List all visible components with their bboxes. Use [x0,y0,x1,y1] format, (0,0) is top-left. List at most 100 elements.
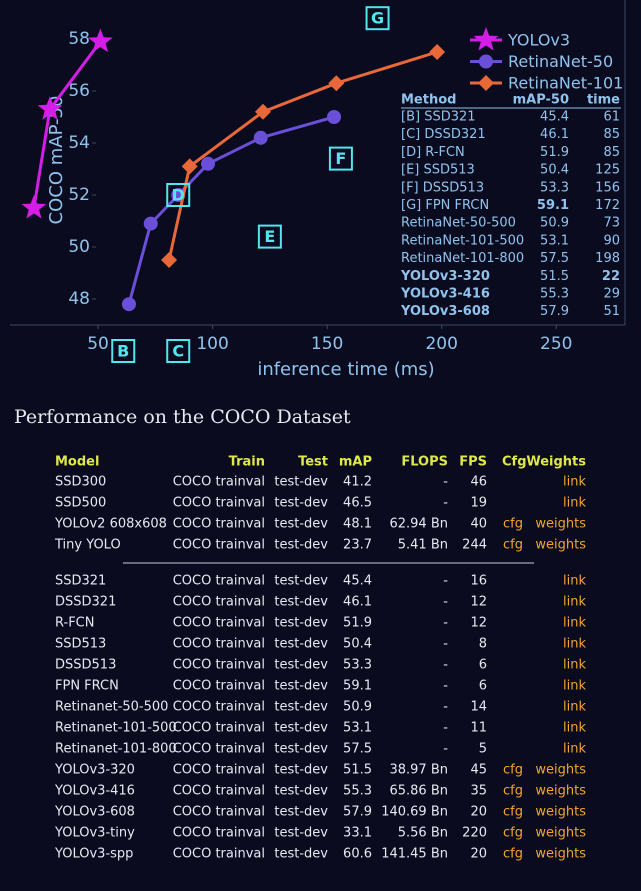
table-cell: test-dev [274,679,328,694]
table-cell: 38.97 Bn [389,763,448,778]
table-link[interactable]: link [563,700,586,715]
table-link[interactable]: weights [535,826,586,841]
table-cell: test-dev [274,721,328,736]
table-cell: - [443,496,448,511]
table-cell: test-dev [274,763,328,778]
point [327,110,342,124]
inset-cell: 57.5 [540,251,569,266]
table-cell: - [443,679,448,694]
table-link[interactable]: link [563,721,586,736]
table-link[interactable]: link [563,595,586,610]
inset-cell: 22 [602,269,620,284]
table-cell: YOLOv3-416 [54,784,135,799]
point [21,195,47,219]
table-cell: - [443,721,448,736]
legend-marker [473,27,499,51]
table-cell: SSD321 [55,574,106,589]
table-link[interactable]: cfg [503,826,523,841]
table-cell: 20 [470,847,487,862]
table-link[interactable]: link [563,496,586,511]
table-link[interactable]: cfg [503,517,523,532]
table-cell: Retinanet-101-500 [55,721,177,736]
table-link[interactable]: weights [535,805,586,820]
inset-cell: 172 [595,198,620,213]
table-cell: 51.5 [343,763,372,778]
table-cell: - [443,742,448,757]
table-cell: 55.3 [343,784,372,799]
table-link[interactable]: cfg [503,763,523,778]
annotation: C [172,342,184,361]
table-link[interactable]: cfg [503,784,523,799]
point [161,252,178,268]
point [37,96,63,120]
table-cell: 53.1 [343,721,372,736]
table-link[interactable]: link [563,637,586,652]
table-link[interactable]: cfg [503,538,523,553]
inset-cell: [E] SSD513 [401,163,475,178]
inset-cell: 46.1 [540,127,569,142]
table-link[interactable]: weights [535,517,586,532]
table-link[interactable]: link [563,679,586,694]
table-link[interactable]: weights [535,784,586,799]
point [255,103,272,120]
table-cell: 5.41 Bn [398,538,448,553]
table-cell: Retinanet-101-800 [55,742,177,757]
table-cell: test-dev [274,616,328,631]
point [429,44,446,60]
table-cell: - [443,475,448,490]
x-axis-label: inference time (ms) [257,359,434,380]
table-link[interactable]: link [563,742,586,757]
table-header: FLOPS [401,455,448,470]
table-cell: 11 [470,721,487,736]
table-cell: 59.1 [343,679,372,694]
table-cell: YOLOv3-320 [54,763,135,778]
table-cell: - [443,658,448,673]
annotation: B [117,342,129,361]
inset-cell: 51.5 [540,269,569,284]
table-cell: test-dev [274,538,328,553]
inset-cell: 125 [595,163,620,178]
table: Model Train Test mAP FLOPS FPS Cfg Weights SSD30… [54,455,586,862]
inset-cell: 53.3 [540,180,569,195]
table-cell: test-dev [274,637,328,652]
table-link[interactable]: link [563,574,586,589]
table-link[interactable]: cfg [503,847,523,862]
table-cell: test-dev [274,805,328,820]
table-cell: test-dev [274,475,328,490]
table-link[interactable]: link [563,658,586,673]
table-link[interactable]: cfg [503,805,523,820]
table-cell: - [443,616,448,631]
table-link[interactable]: weights [535,538,586,553]
inset-cell: 61 [603,110,620,125]
point [143,216,158,231]
table-cell: COCO trainval [173,517,265,532]
table-cell: 16 [470,574,487,589]
table-cell: test-dev [274,847,328,862]
table-header: Test [298,455,328,470]
inset-cell: [F] DSSD513 [401,180,484,195]
table-cell: FPN FRCN [55,679,119,694]
table-link[interactable]: link [563,616,586,631]
annotation-box [166,183,191,207]
legend-label: YOLOv3 [507,31,570,50]
table-link[interactable]: weights [535,763,586,778]
table-cell: 6 [479,679,487,694]
table-link[interactable]: link [563,475,586,490]
table-cell: 46.5 [343,496,372,511]
x-tick-label: 50 [87,334,109,354]
table-cell: 140.69 Bn [381,805,448,820]
table-cell: SSD500 [55,496,106,511]
x-tick-label: 200 [425,334,457,354]
table-cell: 50.4 [343,637,372,652]
table-cell: - [443,595,448,610]
table-cell: COCO trainval [173,496,265,511]
table-cell: 6 [479,658,487,673]
inset-cell: RetinaNet-50-500 [401,216,516,231]
table-cell: 65.86 Bn [389,784,448,799]
table-header: Cfg [502,455,527,470]
y-tick-label: 54 [68,133,90,153]
table-cell: test-dev [274,826,328,841]
table-link[interactable]: weights [535,847,586,862]
y-tick-label: 56 [68,81,90,101]
table-cell: 33.1 [343,826,372,841]
